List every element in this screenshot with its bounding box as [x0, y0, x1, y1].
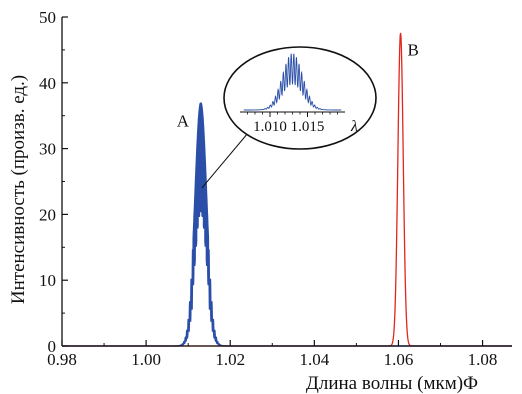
y-tick-label: 30 [39, 140, 56, 159]
ticks-layer: 0 10 20 30 40 50 0.98 1.00 1.02 1.04 1.06 1.08 [39, 8, 497, 369]
inset-axis-symbol: λ [350, 118, 358, 135]
x-tick-label: 1.04 [299, 350, 329, 369]
peak-label-a: A [177, 112, 190, 131]
inset-series-line [243, 53, 342, 111]
x-tick-label: 1.08 [468, 350, 498, 369]
x-tick-label: 1.00 [131, 350, 161, 369]
x-tick-label: 1.06 [384, 350, 414, 369]
inset-x-tick-label: 1.015 [291, 119, 325, 135]
series-layer [62, 32, 513, 347]
inset-ellipse [223, 46, 377, 150]
series-line-a [62, 102, 513, 347]
x-axis-title: Длина волны (мкм)Ф [306, 373, 478, 394]
peak-label-b: B [408, 40, 419, 59]
y-axis-title: Интенсивность (произв. ед.) [8, 75, 29, 304]
y-tick-label: 20 [39, 205, 56, 224]
y-tick-label: 40 [39, 74, 56, 93]
inset-zoom: 1.010 1.015 λ [201, 46, 377, 189]
x-tick-label: 0.98 [47, 350, 77, 369]
inset-x-tick-label: 1.010 [253, 119, 287, 135]
inset-leader-line [201, 132, 249, 189]
y-tick-label: 0 [48, 337, 57, 356]
y-tick-label: 50 [39, 8, 56, 27]
y-tick-label: 10 [39, 271, 56, 290]
labels-layer: Длина волны (мкм)Ф Интенсивность (произв… [8, 40, 478, 394]
series-line-b [62, 32, 513, 347]
x-tick-label: 1.02 [215, 350, 245, 369]
